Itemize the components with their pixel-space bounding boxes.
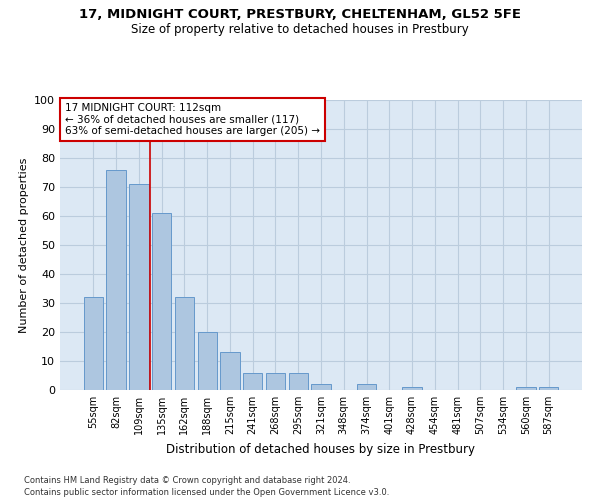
- Y-axis label: Number of detached properties: Number of detached properties: [19, 158, 29, 332]
- Bar: [311, 384, 331, 390]
- Text: 17 MIDNIGHT COURT: 112sqm
← 36% of detached houses are smaller (117)
63% of semi: 17 MIDNIGHT COURT: 112sqm ← 36% of detac…: [65, 103, 320, 136]
- Bar: [152, 213, 172, 390]
- Bar: [289, 372, 308, 390]
- Bar: [84, 297, 103, 390]
- Text: Contains public sector information licensed under the Open Government Licence v3: Contains public sector information licen…: [24, 488, 389, 497]
- Bar: [175, 297, 194, 390]
- Text: 17, MIDNIGHT COURT, PRESTBURY, CHELTENHAM, GL52 5FE: 17, MIDNIGHT COURT, PRESTBURY, CHELTENHA…: [79, 8, 521, 20]
- Bar: [266, 372, 285, 390]
- Text: Distribution of detached houses by size in Prestbury: Distribution of detached houses by size …: [167, 442, 476, 456]
- Bar: [516, 387, 536, 390]
- Bar: [106, 170, 126, 390]
- Text: Contains HM Land Registry data © Crown copyright and database right 2024.: Contains HM Land Registry data © Crown c…: [24, 476, 350, 485]
- Bar: [357, 384, 376, 390]
- Text: Size of property relative to detached houses in Prestbury: Size of property relative to detached ho…: [131, 22, 469, 36]
- Bar: [539, 387, 558, 390]
- Bar: [243, 372, 262, 390]
- Bar: [129, 184, 149, 390]
- Bar: [403, 387, 422, 390]
- Bar: [220, 352, 239, 390]
- Bar: [197, 332, 217, 390]
